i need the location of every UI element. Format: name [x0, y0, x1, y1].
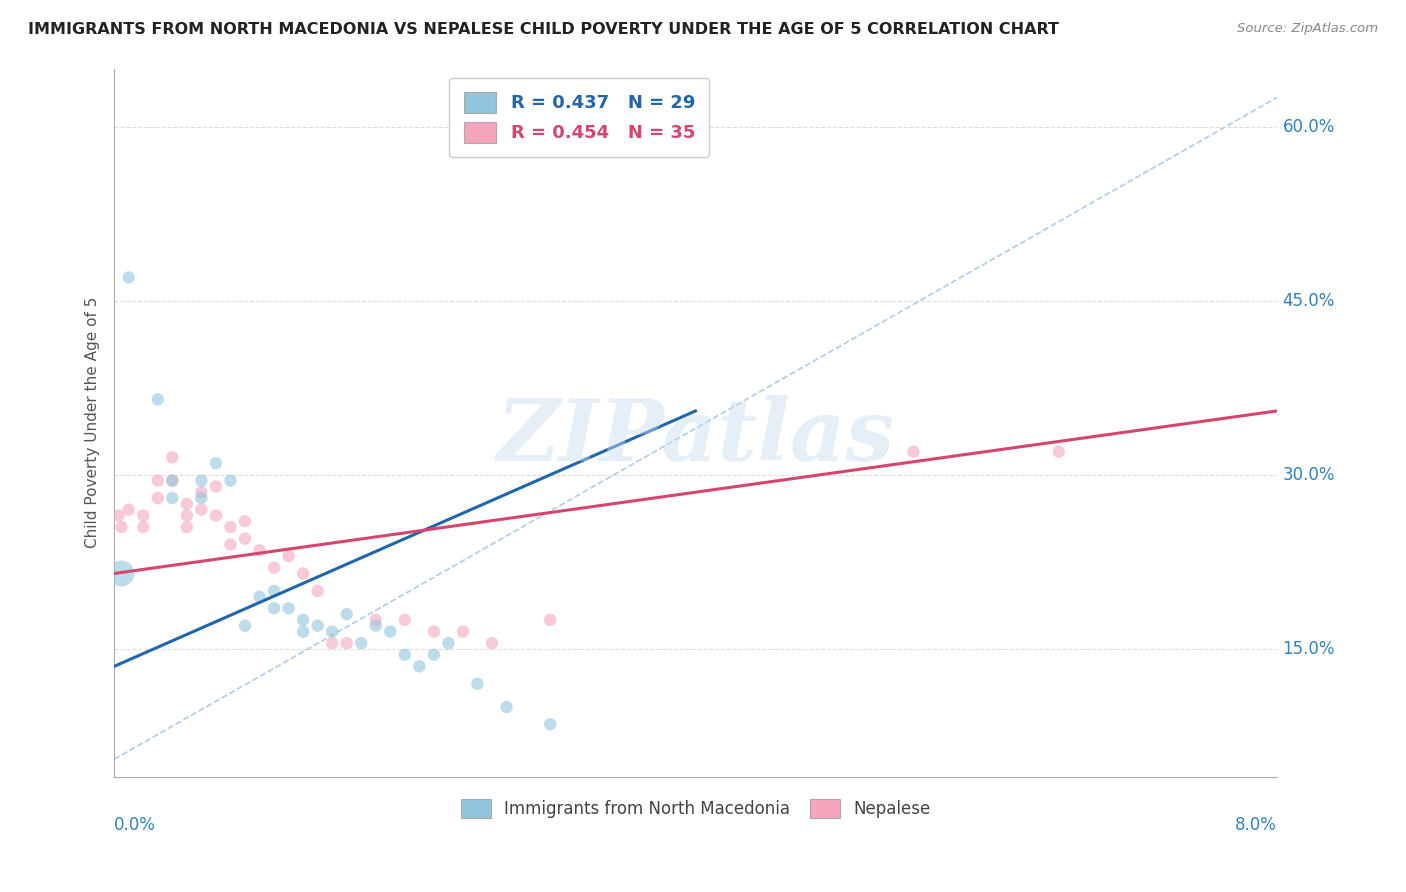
- Point: [321, 624, 343, 639]
- Point: [219, 537, 242, 551]
- Text: 0.0%: 0.0%: [114, 815, 156, 833]
- Point: [233, 618, 256, 632]
- Text: ZIPatlas: ZIPatlas: [496, 395, 894, 478]
- Text: Source: ZipAtlas.com: Source: ZipAtlas.com: [1237, 22, 1378, 36]
- Point: [538, 613, 561, 627]
- Point: [190, 491, 212, 505]
- Point: [423, 624, 446, 639]
- Point: [110, 520, 132, 534]
- Point: [451, 624, 474, 639]
- Point: [336, 636, 359, 650]
- Point: [205, 479, 228, 493]
- Point: [118, 270, 141, 285]
- Text: 60.0%: 60.0%: [1282, 118, 1336, 136]
- Point: [364, 618, 387, 632]
- Point: [190, 502, 212, 516]
- Point: [162, 474, 184, 488]
- Point: [292, 624, 315, 639]
- Point: [132, 520, 155, 534]
- Text: 45.0%: 45.0%: [1282, 292, 1336, 310]
- Point: [107, 508, 129, 523]
- Point: [1047, 444, 1070, 458]
- Point: [233, 514, 256, 528]
- Text: 30.0%: 30.0%: [1282, 466, 1336, 483]
- Point: [538, 717, 561, 731]
- Legend: Immigrants from North Macedonia, Nepalese: Immigrants from North Macedonia, Nepales…: [454, 792, 938, 825]
- Point: [233, 532, 256, 546]
- Point: [394, 648, 416, 662]
- Point: [110, 566, 132, 581]
- Point: [146, 491, 169, 505]
- Point: [176, 508, 198, 523]
- Point: [118, 502, 141, 516]
- Point: [162, 474, 184, 488]
- Point: [336, 607, 359, 621]
- Text: 8.0%: 8.0%: [1234, 815, 1277, 833]
- Point: [219, 474, 242, 488]
- Point: [437, 636, 460, 650]
- Point: [162, 491, 184, 505]
- Point: [190, 485, 212, 500]
- Point: [903, 444, 925, 458]
- Point: [263, 583, 285, 598]
- Point: [467, 677, 489, 691]
- Point: [162, 450, 184, 465]
- Point: [364, 613, 387, 627]
- Point: [249, 543, 271, 558]
- Point: [481, 636, 503, 650]
- Point: [292, 566, 315, 581]
- Point: [350, 636, 373, 650]
- Y-axis label: Child Poverty Under the Age of 5: Child Poverty Under the Age of 5: [86, 297, 100, 549]
- Point: [263, 601, 285, 615]
- Point: [249, 590, 271, 604]
- Point: [380, 624, 402, 639]
- Point: [321, 636, 343, 650]
- Text: IMMIGRANTS FROM NORTH MACEDONIA VS NEPALESE CHILD POVERTY UNDER THE AGE OF 5 COR: IMMIGRANTS FROM NORTH MACEDONIA VS NEPAL…: [28, 22, 1059, 37]
- Point: [307, 583, 329, 598]
- Point: [423, 648, 446, 662]
- Point: [190, 474, 212, 488]
- Point: [146, 392, 169, 407]
- Point: [146, 474, 169, 488]
- Point: [263, 560, 285, 574]
- Point: [176, 497, 198, 511]
- Point: [205, 508, 228, 523]
- Text: 15.0%: 15.0%: [1282, 640, 1336, 658]
- Point: [205, 456, 228, 470]
- Point: [292, 613, 315, 627]
- Point: [495, 700, 517, 714]
- Point: [219, 520, 242, 534]
- Point: [394, 613, 416, 627]
- Point: [176, 520, 198, 534]
- Point: [277, 601, 299, 615]
- Point: [307, 618, 329, 632]
- Point: [277, 549, 299, 563]
- Point: [408, 659, 430, 673]
- Point: [132, 508, 155, 523]
